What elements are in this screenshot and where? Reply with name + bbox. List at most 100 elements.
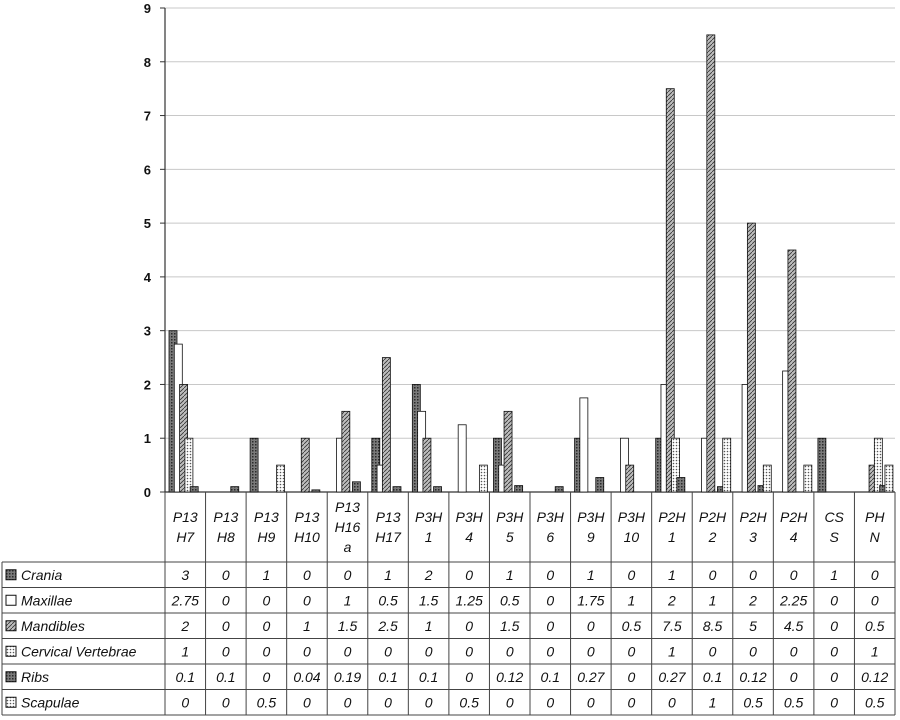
data-label: 2.75 <box>171 592 199 608</box>
data-label: 1 <box>425 618 433 634</box>
category-label: 1 <box>425 529 433 545</box>
data-label: 0 <box>222 618 230 634</box>
data-label: 0.12 <box>861 669 888 685</box>
bar-maxillae <box>579 397 589 493</box>
bar-scapulae <box>276 464 286 493</box>
data-label: 0.5 <box>743 694 763 710</box>
legend-key-crania <box>5 569 17 581</box>
data-label: 0 <box>303 643 311 659</box>
data-label: 0.5 <box>257 694 277 710</box>
data-label: 0 <box>587 643 595 659</box>
category-label: PH <box>865 509 885 525</box>
bar-crania <box>249 437 259 493</box>
category-label: P13 <box>376 509 401 525</box>
legend-key-cervical-vertebrae <box>5 645 17 657</box>
legend-key-maxillae <box>5 594 17 606</box>
category-label: H7 <box>176 529 195 545</box>
bar-scapulae <box>803 464 813 493</box>
data-label: 0 <box>465 643 473 659</box>
data-label: 0 <box>627 669 635 685</box>
data-label: 1 <box>506 567 514 583</box>
y-tick-label: 1 <box>144 431 151 446</box>
data-label: 0 <box>627 567 635 583</box>
category-label: P2H <box>658 509 686 525</box>
data-label: 0.5 <box>865 694 885 710</box>
data-label: 0 <box>344 643 352 659</box>
category-label: P2H <box>699 509 727 525</box>
bar-ribs <box>595 477 605 493</box>
bar-cervical-vertebrae <box>873 437 883 493</box>
bar-cervical-vertebrae <box>671 437 680 493</box>
category-label: P2H <box>739 509 767 525</box>
bar-ribs <box>676 477 686 493</box>
y-tick-label: 3 <box>144 324 151 339</box>
data-label: 1.75 <box>577 592 604 608</box>
bar-mandibles <box>787 249 797 493</box>
data-label: 0 <box>790 643 798 659</box>
category-label: H8 <box>217 529 235 545</box>
bar-mandibles <box>422 437 432 493</box>
data-label: 2 <box>748 592 757 608</box>
data-label: 3 <box>181 567 189 583</box>
data-label: 0 <box>668 694 676 710</box>
category-label: P13 <box>213 509 238 525</box>
y-tick-label: 0 <box>144 485 151 500</box>
data-label: 0 <box>871 567 879 583</box>
bar-scapulae <box>762 464 772 493</box>
category-label: CS <box>824 509 844 525</box>
category-label: 9 <box>587 529 595 545</box>
data-label: 1 <box>830 567 838 583</box>
data-label: 5 <box>749 618 757 634</box>
data-label: 1 <box>587 567 595 583</box>
y-tick-label: 4 <box>144 270 152 285</box>
data-label: 2 <box>667 592 676 608</box>
y-tick-label: 8 <box>144 55 151 70</box>
data-label: 0 <box>546 592 554 608</box>
bar-mandibles <box>665 88 675 493</box>
category-label: H16 <box>335 519 361 535</box>
bars <box>168 34 894 493</box>
data-label: 0.1 <box>703 669 722 685</box>
data-label: 0 <box>830 643 838 659</box>
data-label: 2.25 <box>779 592 807 608</box>
data-label: 0 <box>749 567 757 583</box>
data-label: 0.5 <box>622 618 642 634</box>
data-label: 0.19 <box>334 669 361 685</box>
data-label: 0 <box>262 618 270 634</box>
legend-key-scapulae <box>5 696 17 708</box>
category-label: H17 <box>375 529 402 545</box>
data-label: 0 <box>546 567 554 583</box>
category-label: P13 <box>254 509 279 525</box>
category-label: P3H <box>456 509 484 525</box>
data-label: 1 <box>262 567 270 583</box>
legend-label-cervical-vertebrae: Cervical Vertebrae <box>21 643 137 659</box>
bar-mandibles <box>300 437 310 493</box>
category-label: P13 <box>335 499 360 515</box>
category-label: 5 <box>506 529 514 545</box>
legend-label-scapulae: Scapulae <box>21 694 80 710</box>
data-label: 0 <box>546 618 554 634</box>
data-label: 2 <box>180 618 189 634</box>
category-label: H9 <box>257 529 275 545</box>
data-table: P13 H7 P13 H8 P13 H9 P13 H10 P13 H16 a P13 H17 P3H 1 P3… <box>1 492 896 716</box>
data-label: 0.1 <box>176 669 195 685</box>
category-label: 2 <box>708 529 717 545</box>
category-label: S <box>829 529 839 545</box>
data-label: 1.25 <box>456 592 483 608</box>
data-label: 0.04 <box>293 669 320 685</box>
data-label: 0 <box>587 694 595 710</box>
data-label: 0 <box>384 694 392 710</box>
data-label: 0 <box>749 643 757 659</box>
category-label: H10 <box>294 529 320 545</box>
data-label: 0.12 <box>739 669 766 685</box>
bar-mandibles <box>503 410 513 493</box>
data-label: 0 <box>830 592 838 608</box>
gridlines <box>165 7 895 493</box>
legend-key-mandibles <box>5 620 17 632</box>
data-label: 0 <box>709 643 717 659</box>
data-label: 0 <box>262 643 270 659</box>
data-label: 0 <box>506 643 514 659</box>
data-label: 1 <box>709 694 717 710</box>
data-label: 0 <box>465 618 473 634</box>
data-label: 0 <box>830 669 838 685</box>
